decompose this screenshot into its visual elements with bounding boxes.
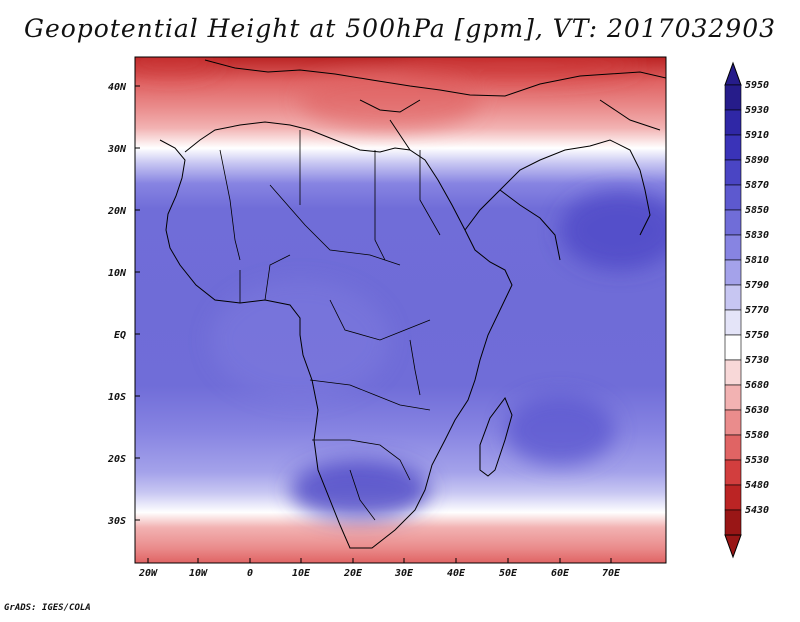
lon-label: 0 (247, 568, 253, 579)
colorbar-label: 5480 (745, 480, 769, 491)
colorbar-label: 5750 (745, 330, 769, 341)
colorbar-label: 5930 (745, 105, 769, 116)
colorbar-swatch (724, 434, 742, 461)
map-title: Geopotential Height at 500hPa [gpm], VT:… (23, 14, 777, 43)
lon-label: 40E (447, 568, 466, 579)
colorbar-label: 5680 (745, 380, 769, 391)
colorbar-legend: 5950 5930 5910 5890 5870 5850 5830 5810 5790 5770… (724, 61, 769, 559)
colorbar-swatch (724, 334, 742, 361)
lat-label: 10N (108, 268, 127, 279)
colorbar-swatch (724, 309, 742, 336)
colorbar-label: 5950 (745, 80, 769, 91)
lat-label: 30N (107, 144, 127, 155)
colorbar-label: 5530 (745, 455, 769, 466)
colorbar-swatch (724, 284, 742, 311)
footer-credit: GrADS: IGES/COLA (4, 603, 91, 613)
colorbar-label: 5790 (745, 280, 769, 291)
axis-labels: 40N 30N 20N 10N EQ 10S 20S 30S 20W 10W 0 10E 20E 30E 4… (107, 82, 621, 579)
coastlines (159, 59, 666, 549)
colorbar-label: 5580 (745, 430, 769, 441)
colorbar-label: 5830 (745, 230, 769, 241)
colorbar-swatch (724, 109, 742, 136)
colorbar-label: 5630 (745, 405, 769, 416)
lon-label: 10W (189, 568, 208, 579)
colorbar-label: 5890 (745, 155, 769, 166)
colorbar-label: 5430 (745, 505, 769, 516)
colorbar-swatch (724, 409, 742, 436)
field-shading (135, 57, 666, 563)
country-borders (219, 130, 441, 521)
colorbar-swatch (724, 384, 742, 411)
colorbar-swatch (724, 184, 742, 211)
lat-label: 40N (108, 82, 127, 93)
colorbar-label: 5850 (745, 205, 769, 216)
lon-label: 10E (292, 568, 311, 579)
colorbar-swatch (724, 259, 742, 286)
lat-label: 10S (108, 392, 126, 403)
colorbar-label: 5810 (745, 255, 769, 266)
colorbar-swatch (724, 159, 742, 186)
lon-label: 60E (551, 568, 570, 579)
lat-label: 20S (107, 454, 126, 465)
lat-label: 20N (107, 206, 127, 217)
colorbar-swatch (724, 234, 742, 261)
colorbar-swatch (724, 84, 742, 111)
lat-label: EQ (114, 330, 126, 341)
lon-label: 70E (602, 568, 621, 579)
lat-label: 30S (107, 516, 126, 527)
colorbar-label: 5730 (745, 355, 769, 366)
colorbar-label: 5770 (745, 305, 769, 316)
lon-label: 20W (138, 568, 158, 579)
lon-label: 50E (499, 568, 518, 579)
colorbar-swatch (724, 484, 742, 511)
colorbar-bottom-arrow (724, 534, 742, 559)
colorbar-swatch (724, 209, 742, 236)
colorbar-label: 5910 (745, 130, 769, 141)
colorbar-swatch (724, 509, 742, 536)
colorbar-top-arrow (724, 61, 742, 86)
lon-label: 20E (343, 568, 363, 579)
lon-label: 30E (394, 568, 414, 579)
colorbar-label: 5870 (745, 180, 769, 191)
map-frame (134, 56, 667, 564)
colorbar-swatch (724, 459, 742, 486)
colorbar-swatch (724, 359, 742, 386)
colorbar-swatch (724, 134, 742, 161)
